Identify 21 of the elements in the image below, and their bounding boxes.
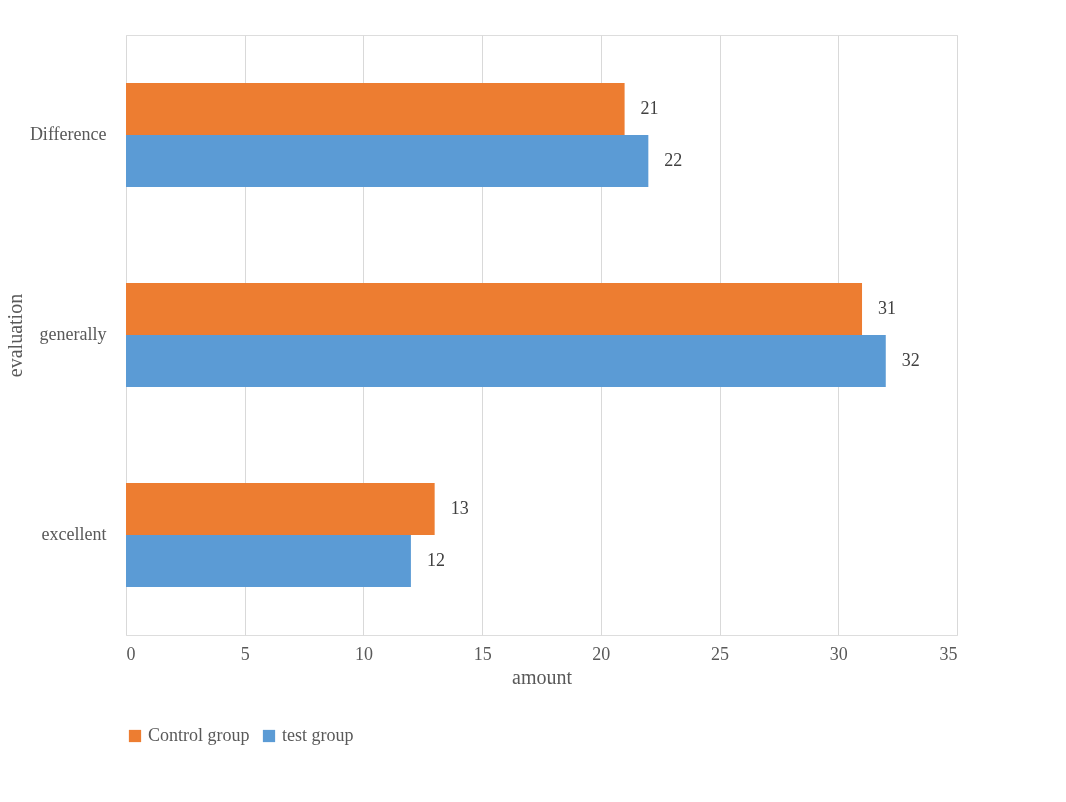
x-tick-label: 25 [711,643,730,664]
data-label: 22 [664,150,683,170]
y-axis-title: evaluation [3,293,26,378]
x-tick-label: 10 [354,643,373,664]
y-tick-label: generally [39,324,107,344]
x-tick-label: 0 [126,643,136,664]
legend-label: Control group [148,725,250,745]
x-tick-label: 5 [240,643,250,664]
data-label: 21 [640,98,659,118]
x-tick-label: 35 [939,643,958,664]
x-tick-label: 30 [829,643,848,664]
data-label: 13 [450,498,469,518]
y-tick-label: Difference [29,124,107,144]
data-label: 32 [901,350,920,370]
y-tick-label: excellent [41,524,107,544]
data-label: 12 [426,550,445,570]
x-tick-label: 20 [592,643,611,664]
x-tick-label: 15 [473,643,492,664]
legend-label: test group [282,725,354,745]
x-axis-title: amount [512,665,573,688]
data-label: 31 [878,298,897,318]
